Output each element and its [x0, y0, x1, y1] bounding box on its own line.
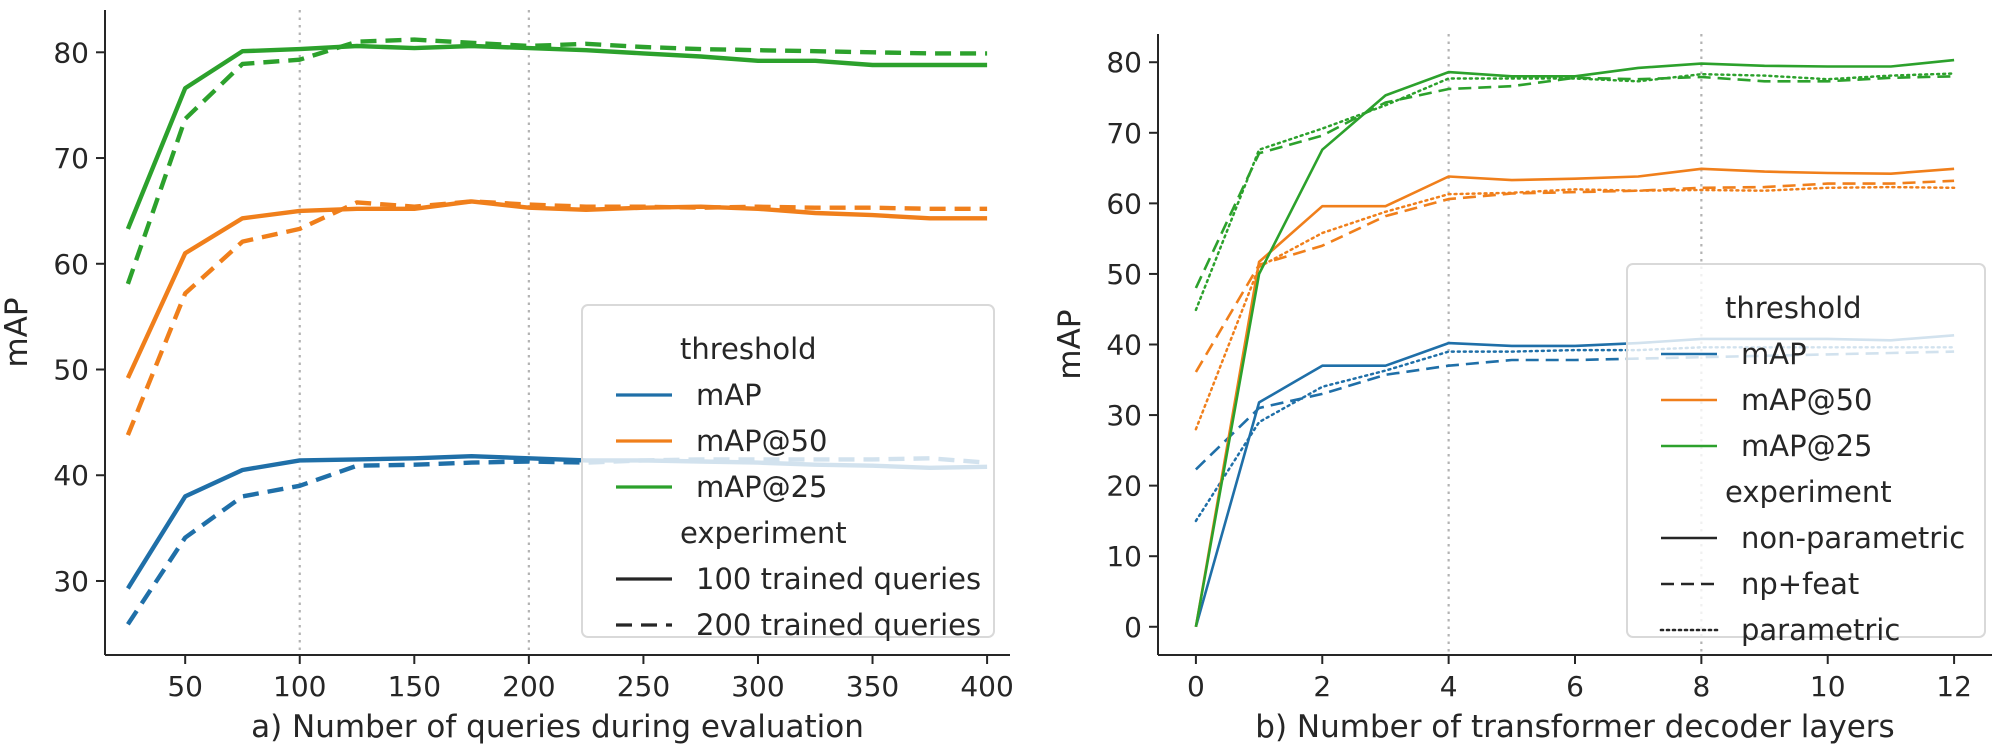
chart-a-x-tick-label: 50	[167, 670, 203, 703]
chart-a-x-tick-label: 100	[273, 670, 326, 703]
chart-b-x-tick-label: 4	[1440, 670, 1458, 703]
chart-b-legend-label-non-parametric: non-parametric	[1741, 521, 1965, 555]
chart-b-series-map-50-non-parametric	[1194, 167, 1955, 628]
chart-a-x-tick-label: 150	[388, 670, 441, 703]
chart-a-y-tick-label: 70	[53, 142, 89, 175]
chart-a-y-tick-label: 40	[53, 459, 89, 492]
chart-b-legend: threshold mAP mAP@50 mAP@25 experiment non-pa…	[1626, 263, 1986, 647]
chart-a-legend-box	[581, 304, 995, 638]
chart-a-legend-label-map: mAP	[696, 378, 762, 412]
chart-b-y-tick-label: 20	[1106, 470, 1142, 503]
chart-b-series-map-25-parametric	[1194, 72, 1956, 312]
chart-b-x-tick-label: 10	[1810, 670, 1846, 703]
chart-b-y-tick-label: 70	[1106, 117, 1142, 150]
chart-a-legend-header-experiment: experiment	[680, 516, 847, 550]
chart-a-series-map-50-200-trained-queries	[125, 199, 988, 436]
chart-b-x-tick-label: 2	[1313, 670, 1331, 703]
chart-a-series-map-25-100-trained-queries	[125, 43, 988, 230]
chart-a-x-tick-label: 250	[617, 670, 670, 703]
chart-a-y-tick-label: 30	[53, 565, 89, 598]
chart-a-legend-label-200-trained-queries: 200 trained queries	[696, 608, 981, 642]
chart-b-y-tick-label: 60	[1106, 187, 1142, 220]
chart-b-y-tick-label: 40	[1106, 329, 1142, 362]
chart-b-series-map-50-parametric	[1194, 185, 1956, 431]
chart-b-y-axis-title: mAP	[1052, 309, 1088, 379]
chart-b-y-tick-label: 30	[1106, 399, 1142, 432]
chart-b-x-tick-label: 8	[1692, 670, 1710, 703]
chart-b-series-map-parametric	[1194, 346, 1956, 523]
chart-b-y-tick-label: 50	[1106, 258, 1142, 291]
chart-panel-b: 0 2 4 6 8 10 12 0 10 20 30 40 50 60 70 80 b) Number of t…	[1052, 34, 1992, 745]
chart-a-x-axis-title: a) Number of queries during evaluation	[251, 709, 864, 745]
chart-a-legend: threshold mAP mAP@50 mAP@25 experiment 100 tr…	[581, 304, 995, 642]
chart-b-x-axis-title: b) Number of transformer decoder layers	[1255, 709, 1894, 745]
chart-b-legend-label-np-feat: np+feat	[1741, 567, 1859, 601]
chart-a-x-tick-label: 200	[502, 670, 555, 703]
chart-b-legend-header-threshold: threshold	[1725, 291, 1862, 325]
chart-b-x-tick-label: 12	[1936, 670, 1972, 703]
chart-a-series-map-50-100-trained-queries	[125, 199, 988, 379]
chart-b-x-tick-label: 6	[1566, 670, 1584, 703]
chart-a-y-tick-label: 60	[53, 248, 89, 281]
chart-b-y-tick-label: 0	[1124, 611, 1142, 644]
chart-a-x-tick-label: 350	[846, 670, 899, 703]
chart-a-x-tick-label: 300	[731, 670, 784, 703]
chart-b-y-tick-label: 80	[1106, 46, 1142, 79]
chart-b-series-map-50-np-feat	[1194, 179, 1955, 373]
chart-a-y-axis-title: mAP	[0, 297, 35, 367]
chart-a-y-tick-label: 50	[53, 354, 89, 387]
chart-panel-a: 50 100 150 200 250 300 350 400 30 40 50 60 70 80 a) Nu…	[0, 10, 1014, 745]
chart-b-legend-box	[1626, 263, 1986, 638]
chart-b-series-map-25-non-parametric	[1194, 58, 1955, 628]
chart-b-legend-label-map: mAP	[1741, 337, 1807, 371]
chart-a-series-map-25-200-trained-queries	[125, 37, 988, 285]
chart-a-x-tick-label: 400	[960, 670, 1013, 703]
chart-b-y-tick-label: 10	[1106, 540, 1142, 573]
chart-b-legend-label-parametric: parametric	[1741, 613, 1900, 647]
chart-b-legend-label-map-25: mAP@25	[1741, 429, 1872, 463]
chart-b-x-tick-label: 0	[1187, 670, 1205, 703]
chart-b-legend-label-map-50: mAP@50	[1741, 383, 1872, 417]
chart-a-legend-header-threshold: threshold	[680, 332, 817, 366]
chart-a-legend-label-100-trained-queries: 100 trained queries	[696, 562, 981, 596]
chart-a-y-tick-label: 80	[53, 36, 89, 69]
chart-a-legend-label-map-50: mAP@50	[696, 424, 827, 458]
chart-b-legend-header-experiment: experiment	[1725, 475, 1892, 509]
chart-b-series-map-25-np-feat	[1194, 75, 1955, 289]
chart-a-legend-label-map-25: mAP@25	[696, 470, 827, 504]
